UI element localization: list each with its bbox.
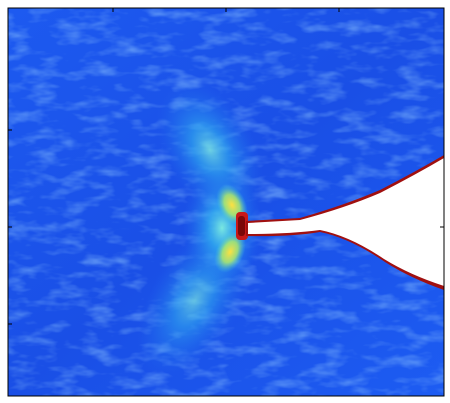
page: (() => { const data = JSON.parse(documen… bbox=[0, 0, 450, 403]
field bbox=[8, 8, 444, 396]
field-image bbox=[0, 0, 450, 403]
